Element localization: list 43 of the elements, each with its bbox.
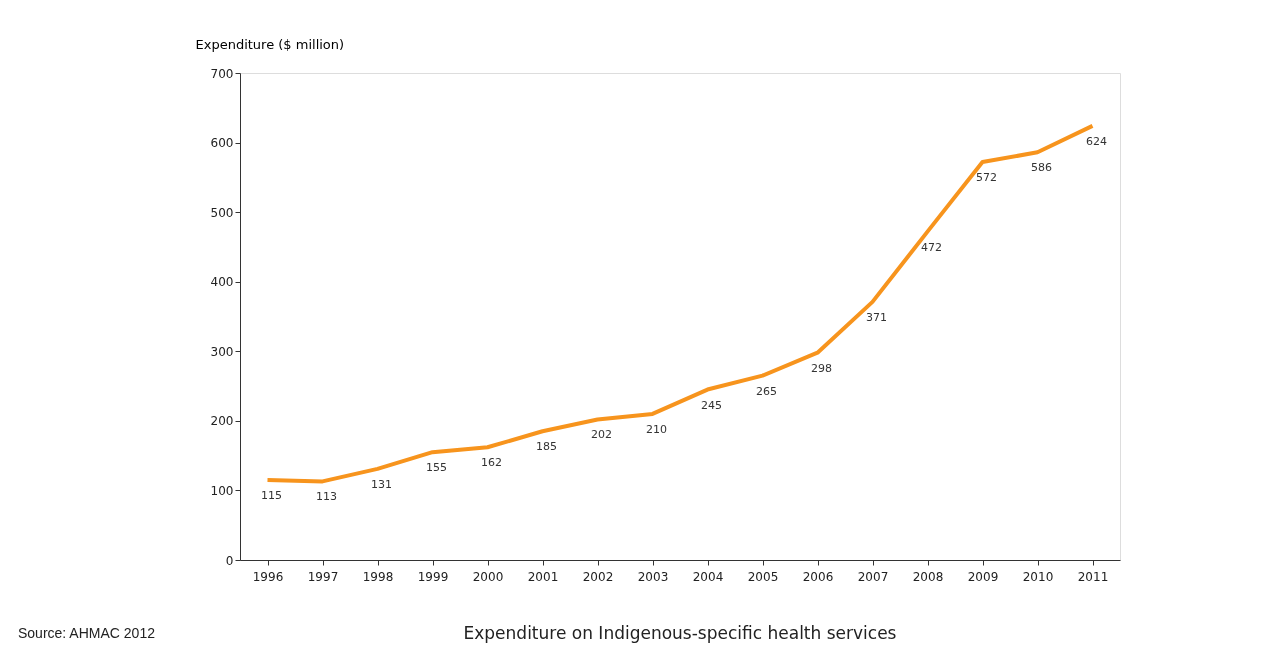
text: Expenditure on Indigenous-specific health services <box>463 623 897 643</box>
y-axis-title: Expenditure ($ million) <box>195 36 345 52</box>
x-tick-label: 2011 <box>1077 569 1109 584</box>
x-tick-label: 2008 <box>912 569 944 584</box>
x-tick-label: 2003 <box>637 569 669 584</box>
data-label: 298 <box>811 361 832 375</box>
data-label: 472 <box>921 240 942 254</box>
x-tick-label: 2010 <box>1022 569 1054 584</box>
x-tick-label: 1996 <box>252 569 284 584</box>
x-tick-label: 2005 <box>747 569 779 584</box>
data-label: 155 <box>426 461 447 475</box>
data-label: 115 <box>261 488 282 502</box>
y-tick-label: 100 <box>210 483 234 498</box>
y-tick-label: 300 <box>210 344 234 359</box>
x-tick-label: 2004 <box>692 569 724 584</box>
data-label: 371 <box>866 310 887 324</box>
data-label: 113 <box>316 490 337 504</box>
y-tick-label: 500 <box>210 205 234 220</box>
data-label: 265 <box>756 384 777 398</box>
x-tick-label: 2006 <box>802 569 834 584</box>
source-note: Source: AHMAC 2012 <box>18 625 156 641</box>
x-tick-label: 2000 <box>472 569 504 584</box>
x-tick-label: 2001 <box>527 569 559 584</box>
x-tick-label: 1998 <box>362 569 394 584</box>
data-label: 245 <box>701 398 722 412</box>
data-label: 185 <box>536 440 557 454</box>
data-label: 586 <box>1031 161 1052 175</box>
x-tick-label: 1997 <box>307 569 339 584</box>
data-label: 210 <box>646 422 667 436</box>
data-label: 202 <box>591 428 612 442</box>
x-tick-label: 2007 <box>857 569 889 584</box>
x-tick-label: 2009 <box>967 569 999 584</box>
y-tick-label: 0 <box>225 553 234 568</box>
data-label: 624 <box>1086 134 1107 148</box>
x-tick-label: 1999 <box>417 569 449 584</box>
y-tick-label: 200 <box>210 414 234 429</box>
x-tick-label: 2002 <box>582 569 614 584</box>
y-tick-label: 400 <box>210 275 234 290</box>
data-label: 162 <box>481 456 502 470</box>
y-tick-label: 600 <box>210 136 234 151</box>
y-tick-label: 700 <box>210 66 234 81</box>
data-label: 131 <box>371 477 392 491</box>
data-label: 572 <box>976 171 997 185</box>
